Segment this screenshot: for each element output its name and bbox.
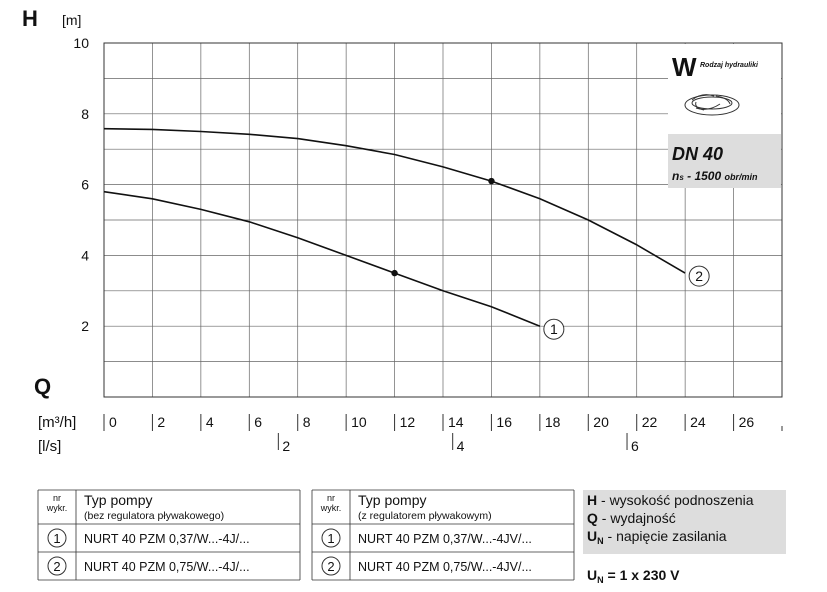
- inset-box: [668, 134, 781, 188]
- note-symbol: U: [587, 528, 597, 544]
- row-number: 2: [53, 559, 60, 574]
- y-unit: [m]: [62, 12, 81, 28]
- row-pump: NURT 40 PZM 0,37/W...-4JV/...: [358, 532, 532, 546]
- x-tick-label: 8: [303, 414, 311, 430]
- row-pump: NURT 40 PZM 0,75/W...-4JV/...: [358, 560, 532, 574]
- nr-header: wykr.: [320, 503, 342, 513]
- row-number: 2: [327, 559, 334, 574]
- table-title: Typ pompy: [84, 492, 152, 508]
- row-number: 1: [53, 531, 60, 546]
- x-tick-label: 4: [206, 414, 214, 430]
- x2-tick-label: 6: [631, 438, 639, 454]
- impeller-icon: [684, 94, 740, 116]
- note-text: - wydajność: [598, 510, 676, 526]
- x-tick-label: 20: [593, 414, 609, 430]
- note-sub: N: [597, 575, 604, 585]
- y-symbol: H: [22, 6, 38, 31]
- curve-label-ring: [543, 318, 565, 340]
- table-subtitle: (z regulatorem pływakowym): [358, 510, 492, 522]
- note-text: - napięcie zasilania: [604, 528, 727, 544]
- note-text: - wysokość podnoszenia: [597, 492, 754, 508]
- note-symbol: H: [587, 492, 597, 508]
- inset-caption: Rodzaj hydrauliki: [700, 62, 759, 69]
- inset-letter: W: [672, 52, 697, 82]
- notes: H - wysokość podnoszenia Q - wydajność UN …: [587, 492, 754, 585]
- inset-background: [668, 44, 781, 134]
- speed-unit: obr/min: [725, 172, 759, 182]
- y-tick-label: 4: [81, 247, 89, 263]
- row-pump: NURT 40 PZM 0,75/W...-4J/...: [84, 560, 250, 574]
- table-title: Typ pompy: [358, 492, 426, 508]
- table-subtitle: (bez regulatora pływakowego): [84, 510, 224, 522]
- x-tick-label: 22: [642, 414, 658, 430]
- x-symbol: Q: [34, 374, 51, 399]
- inset-dn: DN 40: [672, 144, 723, 164]
- nr-header: wykr.: [46, 503, 68, 513]
- note: UN - napięcie zasilania: [587, 528, 727, 546]
- x-tick-label: 14: [448, 414, 464, 430]
- note: H - wysokość podnoszenia: [587, 492, 754, 508]
- x-tick-label: 26: [739, 414, 755, 430]
- y-tick-label: 8: [81, 106, 89, 122]
- duty-point: [391, 269, 398, 277]
- note-sub: N: [597, 536, 604, 546]
- inset: W Rodzaj hydrauliki DN 40 ns - 1500 obr/…: [668, 44, 781, 188]
- inset-speed: ns - 1500 obr/min: [672, 169, 758, 183]
- speed-value: - 1500: [684, 169, 725, 183]
- curve-label: 1: [550, 321, 558, 337]
- x-tick-label: 24: [690, 414, 706, 430]
- note-symbol: U: [587, 567, 597, 583]
- x-tick-label: 0: [109, 414, 117, 430]
- x2-unit: [l/s]: [38, 438, 61, 455]
- x-unit: [m³/h]: [38, 414, 76, 431]
- y-tick-label: 10: [73, 35, 89, 51]
- x-tick-label: 12: [400, 414, 416, 430]
- x-tick-label: 18: [545, 414, 561, 430]
- row-pump: NURT 40 PZM 0,37/W...-4J/...: [84, 532, 250, 546]
- row-ring: [321, 556, 341, 576]
- notes-box: [583, 490, 786, 554]
- note-text: = 1 x 230 V: [604, 567, 681, 583]
- note-symbol: Q: [587, 510, 598, 526]
- x2-tick-label: 4: [457, 438, 465, 454]
- x2-tick-label: 2: [282, 438, 290, 454]
- y-tick-label: 2: [81, 318, 89, 334]
- curve-label: 2: [695, 268, 703, 284]
- y-tick-label: 6: [81, 177, 89, 193]
- curves: 12: [103, 127, 710, 340]
- x-tick-label: 6: [254, 414, 262, 430]
- nr-header: nr: [327, 493, 335, 503]
- curve: [103, 127, 686, 274]
- row-ring: [47, 556, 67, 576]
- speed-symbol: n: [672, 169, 679, 183]
- note: Q - wydajność: [587, 510, 676, 526]
- speed-sub: s: [679, 173, 684, 182]
- nr-header: nr: [53, 493, 61, 503]
- row-number: 1: [327, 531, 334, 546]
- plot-frame: [103, 42, 783, 398]
- duty-point: [488, 177, 495, 185]
- supply: UN = 1 x 230 V: [587, 567, 680, 585]
- x-tick-label: 10: [351, 414, 367, 430]
- x-tick-label: 16: [496, 414, 512, 430]
- x-tick-label: 2: [157, 414, 165, 430]
- curve: [103, 190, 541, 327]
- curve-label-ring: [688, 265, 710, 287]
- row-ring: [47, 528, 67, 548]
- row-ring: [321, 528, 341, 548]
